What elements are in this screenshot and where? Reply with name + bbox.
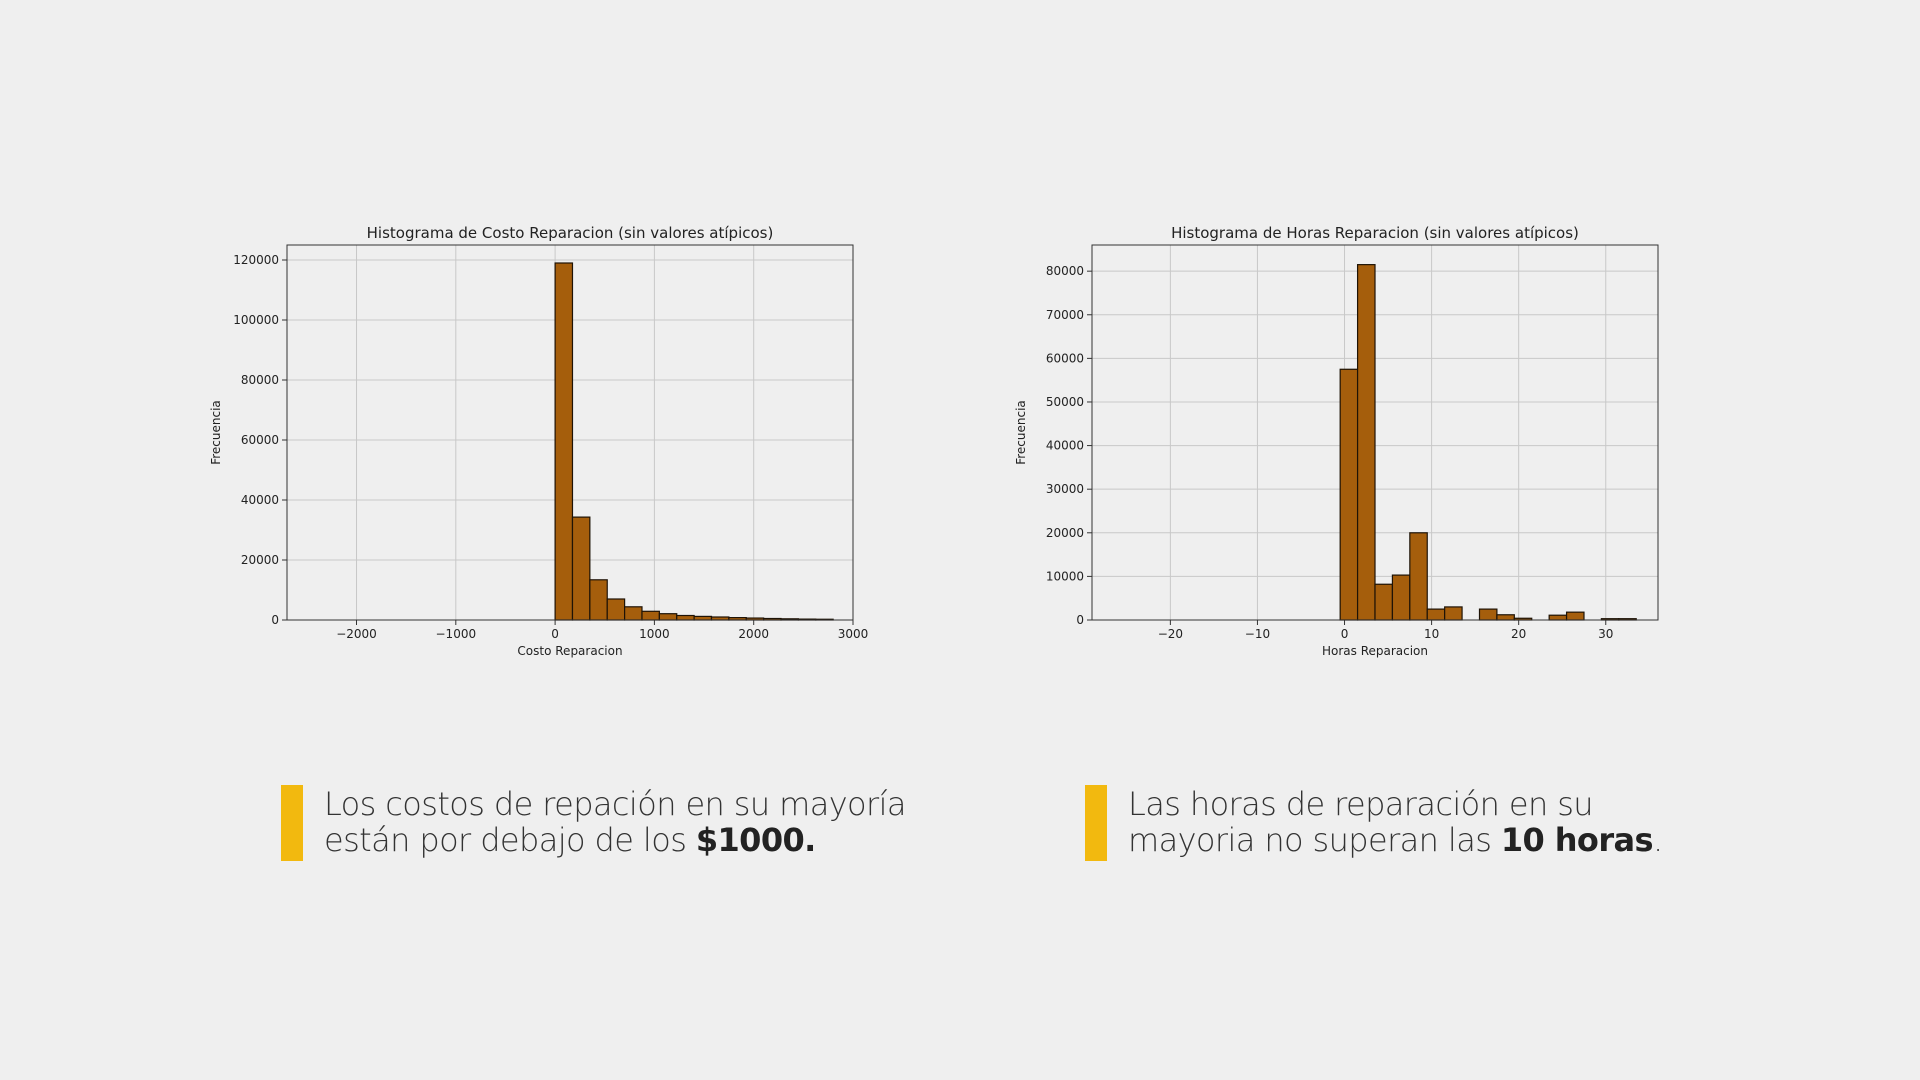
y-tick-label: 30000 <box>1046 482 1084 496</box>
caption-tail-text: . <box>1652 821 1663 859</box>
caption-bold-text: 10 horas <box>1500 821 1654 859</box>
x-tick-label: −1000 <box>436 627 477 641</box>
histogram-bar <box>1548 614 1568 621</box>
x-tick-label: 30 <box>1598 627 1613 641</box>
chart-title: Histograma de Costo Reparacion (sin valo… <box>367 224 774 242</box>
histogram-bar <box>1391 574 1411 621</box>
y-tick-label: 40000 <box>241 493 279 507</box>
x-tick-label: 0 <box>1341 627 1349 641</box>
histogram-bar <box>693 615 713 621</box>
y-tick-label: 10000 <box>1046 569 1084 583</box>
y-tick-label: 50000 <box>1046 395 1084 409</box>
caption-costos: Los costos de repación en su mayoría est… <box>281 785 921 861</box>
chart-svg: −20 −10 0 10 20 30 0 10000 20000 30000 40000 50000 6… <box>1014 224 1659 658</box>
x-tick-label: 0 <box>551 627 559 641</box>
y-tick-label: 40000 <box>1046 439 1084 453</box>
histogram-bar <box>1496 614 1515 621</box>
y-tick-label: 0 <box>271 613 279 627</box>
histogram-bar <box>571 516 591 621</box>
histogram-bar <box>1356 264 1376 621</box>
histogram-bar <box>1409 532 1428 621</box>
x-axis-label: Costo Reparacion <box>517 644 622 658</box>
x-tick-label: −20 <box>1158 627 1183 641</box>
histogram-bar <box>641 610 660 621</box>
chart-title: Histograma de Horas Reparacion (sin valo… <box>1171 224 1579 242</box>
histogram-bar <box>589 579 608 621</box>
y-axis-label: Frecuencia <box>209 400 223 465</box>
x-tick-label: 20 <box>1511 627 1526 641</box>
histogram-bar <box>1478 608 1498 621</box>
x-tick-label: 3000 <box>838 627 869 641</box>
y-tick-label: 20000 <box>1046 526 1084 540</box>
y-tick-label: 60000 <box>1046 351 1084 365</box>
histogram-bar <box>624 606 643 621</box>
histogram-bar <box>1374 583 1394 621</box>
y-tick-label: 80000 <box>1046 264 1084 278</box>
histogram-bar <box>1339 368 1359 621</box>
x-tick-label: −10 <box>1245 627 1270 641</box>
x-axis-label: Horas Reparacion <box>1322 644 1428 658</box>
y-tick-label: 80000 <box>241 373 279 387</box>
histogram-bar <box>676 614 695 621</box>
caption-text: Los costos de repación en su mayoría est… <box>324 786 921 858</box>
y-tick-label: 0 <box>1076 613 1084 627</box>
plot-frame <box>286 244 854 621</box>
y-tick-label: 20000 <box>241 553 279 567</box>
y-tick-label: 100000 <box>233 313 279 327</box>
histogram-bar <box>1426 608 1446 621</box>
x-tick-label: 2000 <box>738 627 769 641</box>
accent-bar <box>281 785 303 861</box>
plot-frame <box>1091 244 1659 621</box>
caption-text: Las horas de reparación en su mayoria no… <box>1128 786 1725 858</box>
y-tick-label: 70000 <box>1046 308 1084 322</box>
y-tick-label: 60000 <box>241 433 279 447</box>
histogram-bar <box>554 262 574 621</box>
histogram-horas-reparacion: −20 −10 0 10 20 30 0 10000 20000 30000 40000 50000 6… <box>1005 215 1705 725</box>
accent-bar <box>1085 785 1107 861</box>
chart-svg: −2000 −1000 0 1000 2000 3000 0 20000 40000 60000 8… <box>209 224 869 658</box>
histogram-bar <box>658 613 678 621</box>
histogram-costo-reparacion: −2000 −1000 0 1000 2000 3000 0 20000 40000 60000 8… <box>200 215 900 725</box>
caption-main-text: Los costos de repación en su mayoría est… <box>324 785 906 859</box>
x-tick-label: −2000 <box>336 627 377 641</box>
y-axis-label: Frecuencia <box>1014 400 1028 465</box>
x-tick-label: 10 <box>1424 627 1439 641</box>
x-tick-label: 1000 <box>639 627 670 641</box>
caption-bold-text: $1000. <box>695 821 816 859</box>
caption-horas: Las horas de reparación en su mayoria no… <box>1085 785 1725 861</box>
histogram-bar <box>606 598 626 621</box>
histogram-bar <box>1565 611 1585 621</box>
histogram-bar <box>1444 606 1463 621</box>
caption-main-text: Las horas de reparación en su mayoria no… <box>1128 785 1594 859</box>
y-tick-label: 120000 <box>233 253 279 267</box>
